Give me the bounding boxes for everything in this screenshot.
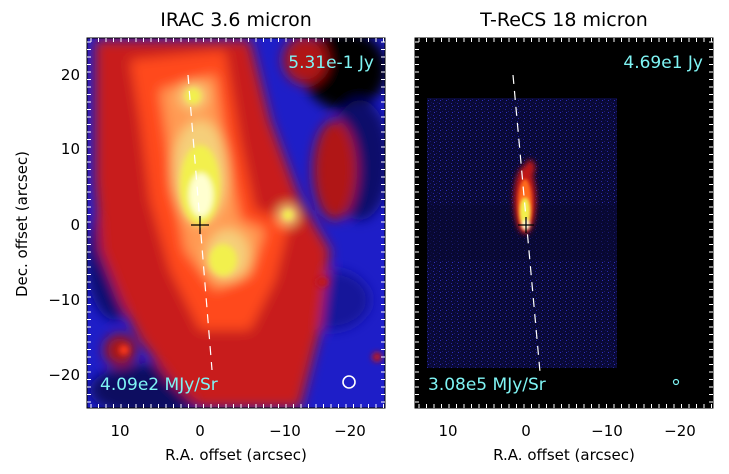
y-axis-label: Dec. offset (arcsec)	[13, 151, 31, 297]
x-tick: 0	[521, 422, 531, 440]
trecs-panel: T-ReCS 18 micron 4.69e1 Jy 3.08e5 MJy/Sr	[414, 9, 714, 464]
x-tick: 10	[110, 422, 129, 440]
irac-flux: 5.31e-1 Jy	[288, 53, 374, 73]
y-tick: 10	[61, 140, 80, 158]
x-tick: −20	[334, 422, 366, 440]
x-tick: −10	[591, 422, 623, 440]
trecs-ticks	[415, 38, 713, 408]
irac-image: 5.31e-1 Jy 4.09e2 MJy/Sr	[87, 38, 385, 408]
x-tick: −10	[269, 422, 301, 440]
trecs-image: 4.69e1 Jy 3.08e5 MJy/Sr	[415, 38, 713, 408]
irac-scale: 4.09e2 MJy/Sr	[100, 375, 218, 395]
irac-panel: IRAC 3.6 micron	[13, 9, 386, 464]
irac-title: IRAC 3.6 micron	[160, 9, 312, 31]
trecs-x-label: R.A. offset (arcsec)	[493, 446, 635, 464]
trecs-flux: 4.69e1 Jy	[623, 53, 703, 73]
trecs-frame	[414, 37, 714, 409]
beam-circle	[672, 378, 680, 386]
y-tick: 20	[61, 66, 80, 84]
x-tick: 0	[195, 422, 205, 440]
y-tick: −10	[48, 291, 80, 309]
irac-frame	[86, 37, 386, 409]
irac-x-label: R.A. offset (arcsec)	[165, 446, 307, 464]
beam-circle	[342, 375, 356, 389]
y-tick: 0	[70, 216, 80, 234]
y-tick: −20	[48, 366, 80, 384]
irac-ticks	[87, 38, 385, 408]
x-tick: −20	[664, 422, 696, 440]
trecs-scale: 3.08e5 MJy/Sr	[428, 375, 546, 395]
trecs-title: T-ReCS 18 micron	[479, 9, 648, 31]
x-tick: 10	[438, 422, 457, 440]
